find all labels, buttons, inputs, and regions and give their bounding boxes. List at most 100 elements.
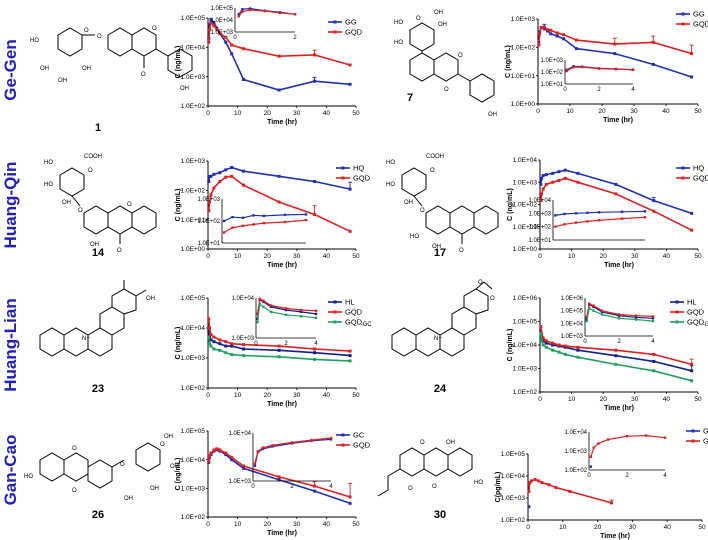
s26-atom: OH bbox=[124, 496, 133, 502]
compound-number-7: 7 bbox=[407, 92, 413, 104]
inset-x-tick-label: 2 bbox=[597, 87, 601, 93]
inset-data-point bbox=[631, 68, 635, 71]
s1-atom: OH bbox=[58, 78, 67, 84]
data-point bbox=[348, 229, 352, 233]
inset-data-point bbox=[261, 446, 264, 449]
inset-y-tick-label: 1.0E+03 bbox=[564, 449, 587, 455]
data-point bbox=[212, 24, 216, 28]
y-tick-label: 1.0E+03 bbox=[513, 366, 538, 373]
y-tick-label: 1.0E+03 bbox=[181, 355, 206, 362]
x-tick-label: 20 bbox=[264, 253, 272, 260]
series-line bbox=[540, 169, 692, 215]
x-tick-label: 20 bbox=[264, 110, 272, 117]
data-point bbox=[207, 342, 211, 346]
data-point bbox=[218, 180, 222, 184]
inset-data-point bbox=[299, 308, 303, 312]
inset-data-point bbox=[600, 309, 604, 312]
y-axis-label: C (ng/mL) bbox=[507, 188, 514, 221]
inset-data-point bbox=[585, 316, 588, 319]
data-point bbox=[529, 479, 533, 483]
inset-y-tick-label: 1.0E+02 bbox=[564, 468, 587, 474]
data-point bbox=[546, 28, 550, 32]
data-point bbox=[527, 489, 531, 493]
data-point bbox=[348, 63, 352, 67]
s7-atom: OH bbox=[438, 22, 447, 28]
structure-14: HO HO COOH OH O O O OH O bbox=[44, 154, 157, 254]
data-point bbox=[207, 40, 211, 44]
legend-marker bbox=[675, 310, 679, 314]
inset-data-point bbox=[283, 220, 287, 224]
data-point bbox=[230, 353, 234, 357]
y-tick-label: 1.0E+01 bbox=[511, 73, 536, 80]
s30-atom: O bbox=[420, 440, 425, 446]
data-point bbox=[313, 357, 317, 361]
y-tick-label: 1.0E+00 bbox=[181, 246, 206, 253]
s30-atom: O bbox=[432, 484, 437, 490]
data-point bbox=[555, 31, 559, 35]
s26-atom: O bbox=[120, 462, 125, 468]
s1-atom: O bbox=[97, 34, 102, 40]
y-tick-label: 1.0E+00 bbox=[511, 101, 536, 108]
data-point bbox=[242, 343, 246, 347]
inset-x-tick-label: 4 bbox=[631, 87, 635, 93]
inset-data-point bbox=[269, 310, 273, 314]
y-tick-label: 1.0E+01 bbox=[513, 224, 538, 231]
s26-atom: OH bbox=[170, 464, 179, 470]
data-point bbox=[539, 332, 543, 336]
inset-data-point bbox=[592, 446, 595, 449]
inset-data-point bbox=[299, 310, 303, 314]
data-point bbox=[230, 52, 234, 56]
data-point bbox=[207, 453, 211, 457]
inset-data-point bbox=[554, 214, 557, 217]
s7-atom: OH bbox=[434, 10, 443, 16]
data-point bbox=[576, 355, 580, 359]
legend-label: GQD bbox=[693, 174, 708, 183]
data-point bbox=[652, 199, 656, 203]
inset-data-point bbox=[269, 305, 273, 309]
y-axis-label: C (ng/mL) bbox=[505, 45, 512, 78]
legend-label: GQD bbox=[353, 174, 371, 183]
y-tick-label: 1.0E+02 bbox=[511, 45, 536, 52]
legend-marker bbox=[691, 439, 695, 443]
data-point bbox=[551, 348, 555, 352]
data-point bbox=[209, 451, 213, 455]
inset-y-tick-label: 1.0E+04 bbox=[560, 321, 583, 327]
x-tick-label: 10 bbox=[559, 524, 567, 531]
x-tick-label: 20 bbox=[598, 108, 606, 115]
data-point bbox=[218, 348, 222, 352]
inset-data-point bbox=[252, 223, 255, 226]
x-axis-label: Time (hr) bbox=[267, 530, 297, 537]
data-point bbox=[348, 82, 352, 86]
inset-x-tick-label: 0 bbox=[233, 35, 237, 41]
legend-marker bbox=[341, 176, 345, 180]
s17-atom: OH bbox=[404, 200, 413, 206]
data-point bbox=[215, 28, 219, 32]
s1-atom: OH bbox=[82, 66, 91, 72]
inset-data-point bbox=[565, 69, 568, 73]
inset-y-tick-label: 1.0E+04 bbox=[228, 431, 251, 437]
inset-y-tick-label: 1.0E+05 bbox=[560, 309, 583, 315]
data-point bbox=[540, 339, 544, 343]
data-point bbox=[555, 34, 559, 38]
data-point bbox=[242, 47, 246, 51]
herb-label-gancao: Gan-Cao bbox=[1, 435, 20, 506]
x-tick-label: 50 bbox=[694, 253, 702, 260]
data-point bbox=[224, 175, 228, 179]
x-tick-label: 30 bbox=[629, 524, 637, 531]
data-point bbox=[614, 354, 618, 358]
inset-data-point bbox=[283, 213, 287, 217]
inset-data-point bbox=[588, 302, 591, 305]
inset-x-tick-label: 0 bbox=[583, 339, 587, 345]
series-line bbox=[540, 177, 693, 231]
inset-data-point bbox=[614, 68, 618, 71]
y-tick-label: 1.0E+03 bbox=[181, 158, 206, 165]
inset-y-tick-label: 1.0E+02 bbox=[528, 225, 551, 231]
s14-atom: HO bbox=[44, 160, 53, 166]
inset-data-point bbox=[600, 313, 604, 316]
inset-data-point bbox=[258, 297, 261, 301]
data-point bbox=[614, 348, 618, 352]
inset-data-point bbox=[241, 7, 244, 11]
inset-y-tick-label: 1.0E+04 bbox=[528, 198, 551, 204]
inset-data-point bbox=[643, 210, 647, 213]
inset-y-tick-label: 1.0E+01 bbox=[540, 82, 563, 88]
